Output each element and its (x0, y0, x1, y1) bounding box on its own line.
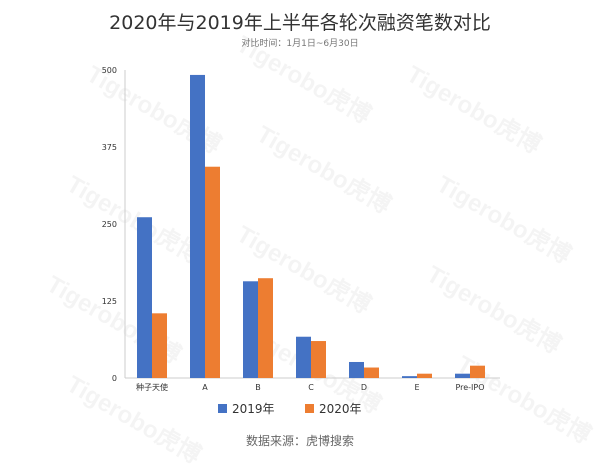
x-tick-label: Pre-IPO (455, 383, 484, 392)
x-tick-label: C (308, 383, 314, 392)
bar-2020年-A (205, 166, 220, 378)
legend-swatch (305, 404, 314, 413)
bar-2019年-D (349, 361, 364, 378)
bar-2020年-B (258, 278, 273, 378)
legend-label: 2019年 (232, 402, 275, 416)
x-tick-label: B (255, 383, 261, 392)
bar-2020年-Pre-IPO (470, 365, 485, 378)
x-tick-label: 种子天使 (136, 382, 168, 392)
bar-2020年-C (311, 341, 326, 378)
y-tick-label: 250 (102, 220, 117, 229)
legend-label: 2020年 (319, 402, 362, 416)
legend-swatch (218, 404, 227, 413)
y-tick-label: 375 (102, 143, 117, 152)
bar-2020年-种子天使 (152, 313, 167, 378)
x-tick-label: D (361, 383, 367, 392)
bar-2019年-E (402, 376, 417, 378)
bar-2019年-种子天使 (137, 217, 152, 378)
chart-subtitle: 对比时间：1月1日~6月30日 (241, 39, 359, 49)
chart-title: 2020年与2019年上半年各轮次融资笔数对比 (109, 12, 491, 34)
bar-2019年-A (190, 74, 205, 378)
bar-2019年-Pre-IPO (455, 373, 470, 378)
data-source: 数据来源：虎博搜索 (245, 434, 354, 448)
bar-2020年-D (364, 367, 379, 378)
bar-chart: 0 125 250 375 500 种子天使 A B C D E Pre-IPO 2019年 2020年 (102, 66, 500, 416)
y-tick-label: 0 (112, 374, 117, 383)
bar-2019年-C (296, 336, 311, 378)
x-tick-label: A (202, 383, 208, 392)
y-tick-label: 500 (102, 66, 117, 75)
y-tick-label: 125 (102, 297, 117, 306)
bar-2019年-B (243, 281, 258, 378)
x-tick-label: E (414, 383, 419, 392)
bar-2020年-E (417, 373, 432, 378)
